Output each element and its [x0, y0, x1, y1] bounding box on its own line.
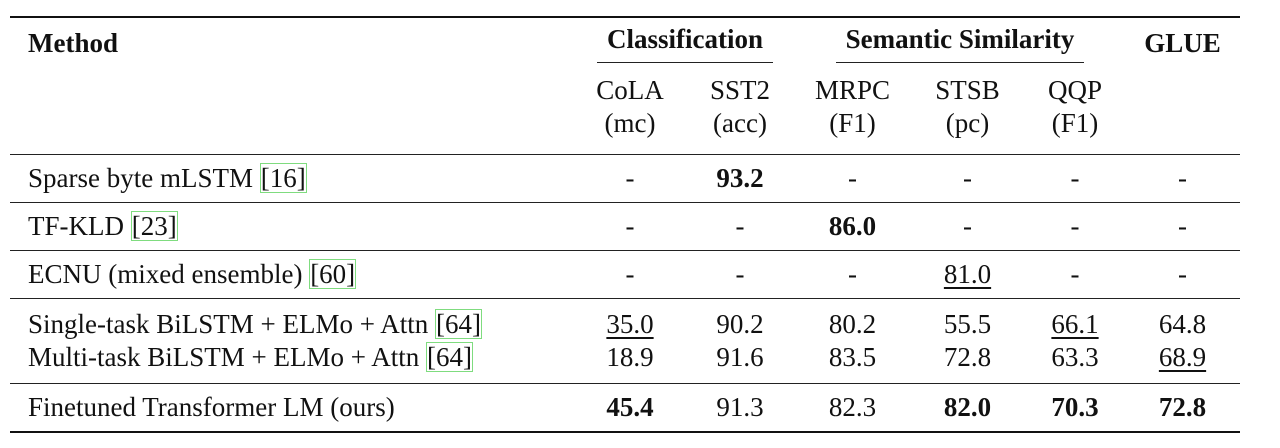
header-col-metric: (F1) [1051, 108, 1099, 138]
cell-cola: 18.9 [606, 342, 654, 372]
header-col-metric: (pc) [945, 108, 990, 138]
citation-link[interactable]: [16] [259, 163, 307, 193]
citation-link[interactable]: [64] [434, 309, 482, 339]
header-col-qqp: QQP (F1) [1025, 68, 1125, 155]
method-name: Sparse byte mLSTM [28, 163, 260, 193]
header-col-sst2: SST2 (acc) [685, 68, 795, 155]
cell-stsb: 81.0 [910, 251, 1025, 299]
cell-cola: - [625, 163, 635, 193]
cell-stsb: 82.0 [943, 392, 992, 422]
table-row: Single-task BiLSTM + ELMo + Attn [64] 35… [10, 299, 1240, 342]
cell-mrpc: 83.5 [828, 342, 877, 372]
header-col-metric: (acc) [713, 108, 767, 138]
cell-value: 68.9 [1158, 342, 1207, 372]
cell-mrpc: - [848, 259, 857, 289]
table-row: Sparse byte mLSTM [16] - 93.2 - - - - [10, 155, 1240, 203]
table-row: ECNU (mixed ensemble) [60] - - - 81.0 - … [10, 251, 1240, 299]
cell-value: 81.0 [943, 259, 992, 289]
cell-glue: - [1178, 211, 1187, 241]
header-col-glue-empty [1125, 68, 1240, 155]
cell-mrpc: 82.3 [828, 392, 877, 422]
cell-sst2: 91.6 [716, 342, 764, 372]
header-row-groups: Method Classification Semantic Similarit… [10, 17, 1240, 68]
cell-stsb: - [963, 211, 972, 241]
header-col-cola: CoLA (mc) [575, 68, 685, 155]
header-col-name: CoLA [596, 75, 664, 105]
cell-mrpc: 86.0 [828, 211, 877, 241]
row-method: Finetuned Transformer LM (ours) [10, 384, 575, 433]
cell-glue: 72.8 [1158, 392, 1207, 422]
header-method: Method [28, 27, 118, 58]
cell-mrpc: - [848, 163, 857, 193]
cell-cola: 35.0 [575, 299, 685, 342]
citation-link[interactable]: [23] [130, 211, 178, 241]
cell-sst2: 91.3 [716, 392, 764, 422]
header-group-glue: GLUE [1144, 27, 1221, 58]
header-col-stsb: STSB (pc) [910, 68, 1025, 155]
cell-glue: 68.9 [1125, 341, 1240, 384]
row-method: Multi-task BiLSTM + ELMo + Attn [64] [10, 341, 575, 384]
cell-glue: - [1178, 259, 1187, 289]
cell-stsb: 72.8 [943, 342, 992, 372]
method-name: Multi-task BiLSTM + ELMo + Attn [28, 342, 426, 372]
header-col-name: SST2 [709, 75, 771, 105]
cell-glue: 64.8 [1158, 309, 1207, 339]
method-name: Single-task BiLSTM + ELMo + Attn [28, 309, 435, 339]
row-method: TF-KLD [23] [10, 203, 575, 251]
table-row: Multi-task BiLSTM + ELMo + Attn [64] 18.… [10, 341, 1240, 384]
header-group-semantic-similarity: Semantic Similarity [795, 17, 1125, 68]
row-method: Sparse byte mLSTM [16] [10, 155, 575, 203]
cell-glue: - [1178, 163, 1187, 193]
cell-qqp: 66.1 [1025, 299, 1125, 342]
row-method: Single-task BiLSTM + ELMo + Attn [64] [10, 299, 575, 342]
table-row: TF-KLD [23] - - 86.0 - - - [10, 203, 1240, 251]
cell-value: 66.1 [1051, 309, 1099, 339]
cell-stsb: - [963, 163, 972, 193]
header-col-metric: (F1) [829, 108, 876, 138]
cell-qqp: - [1070, 163, 1080, 193]
cell-qqp: 63.3 [1051, 342, 1099, 372]
header-col-name: STSB [935, 75, 1000, 105]
results-table: Method Classification Semantic Similarit… [10, 16, 1240, 433]
header-row-columns: CoLA (mc) SST2 (acc) MRPC (F1) STSB (pc)… [10, 68, 1240, 155]
cell-cola: - [625, 259, 635, 289]
header-col-name: QQP [1047, 75, 1102, 105]
header-col-mrpc: MRPC (F1) [795, 68, 910, 155]
cell-sst2: 90.2 [716, 309, 764, 339]
cell-sst2: 93.2 [716, 163, 764, 193]
cell-stsb: 55.5 [943, 309, 992, 339]
cell-value: 35.0 [606, 309, 654, 339]
header-col-name: MRPC [814, 75, 891, 105]
table-row: Finetuned Transformer LM (ours) 45.4 91.… [10, 384, 1240, 433]
citation-link[interactable]: [60] [309, 259, 357, 289]
method-name: Finetuned Transformer LM (ours) [28, 392, 395, 422]
cell-cola: 45.4 [606, 392, 654, 422]
header-group-classification: Classification [575, 17, 795, 68]
method-name: ECNU (mixed ensemble) [28, 259, 310, 289]
header-classification-label: Classification [596, 23, 773, 63]
citation-link[interactable]: [64] [425, 342, 473, 372]
cell-sst2: - [735, 211, 745, 241]
cell-qqp: - [1070, 211, 1080, 241]
cell-sst2: - [735, 259, 745, 289]
results-table-container: Method Classification Semantic Similarit… [10, 16, 1240, 433]
method-name: TF-KLD [28, 211, 131, 241]
cell-qqp: 70.3 [1051, 392, 1099, 422]
cell-cola: - [625, 211, 635, 241]
header-col-empty [10, 68, 575, 155]
header-semantic-similarity-label: Semantic Similarity [835, 23, 1085, 63]
row-method: ECNU (mixed ensemble) [60] [10, 251, 575, 299]
cell-mrpc: 80.2 [828, 309, 877, 339]
header-col-metric: (mc) [604, 108, 656, 138]
cell-qqp: - [1070, 259, 1080, 289]
